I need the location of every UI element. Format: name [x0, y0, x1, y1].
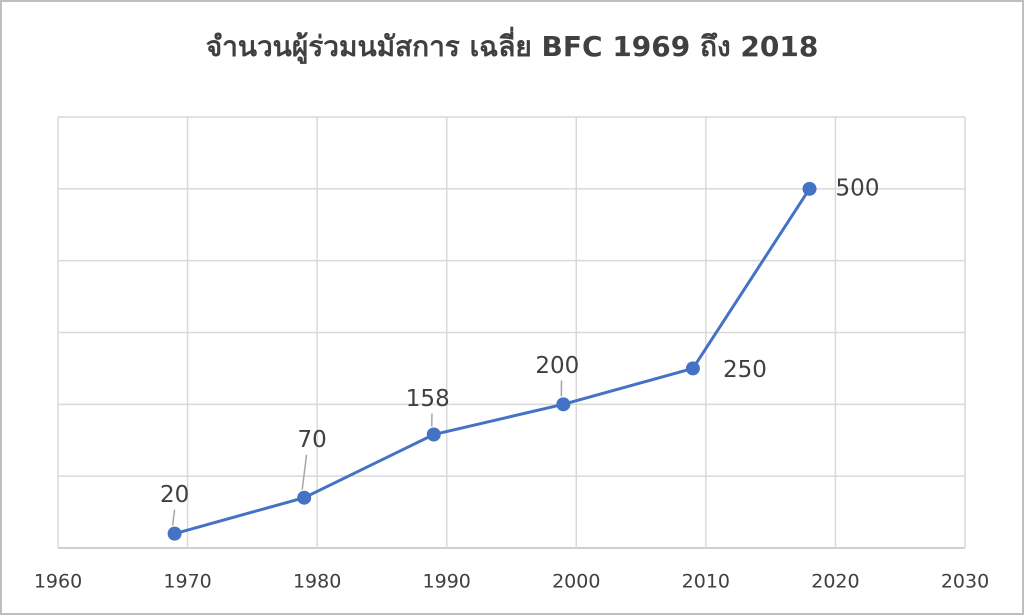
leader-line [301, 454, 308, 490]
x-tick-label: 2030 [941, 571, 989, 593]
x-tick-label: 1970 [163, 571, 211, 593]
data-label: 200 [535, 353, 579, 379]
x-tick-label: 1990 [423, 571, 471, 593]
data-point [167, 526, 182, 541]
data-label: 500 [836, 175, 880, 201]
data-point [297, 490, 312, 505]
x-tick-label: 2000 [552, 571, 600, 593]
data-label: 20 [160, 482, 189, 508]
data-label: 70 [298, 427, 327, 453]
leader-line [171, 509, 176, 526]
data-point [802, 181, 817, 196]
data-label: 250 [723, 357, 767, 383]
data-line [174, 188, 811, 536]
data-label: 158 [406, 386, 450, 412]
chart-title: จำนวนผู้ร่วมนมัสการ เฉลี่ย BFC 1969 ถึง … [206, 26, 819, 64]
x-tick-label: 2010 [682, 571, 730, 593]
data-point [685, 361, 700, 376]
x-tick-label: 1980 [293, 571, 341, 593]
data-point [556, 397, 571, 412]
x-tick-label: 2020 [811, 571, 859, 593]
x-tick-label: 1960 [34, 571, 82, 593]
data-point [426, 427, 441, 442]
